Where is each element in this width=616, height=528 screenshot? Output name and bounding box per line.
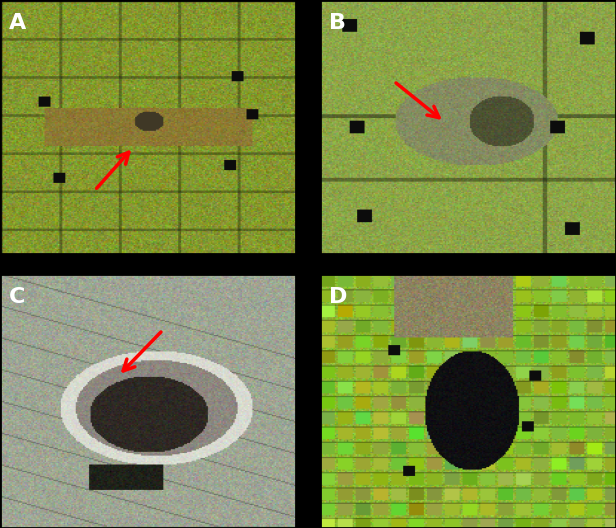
Text: C: C <box>9 287 25 307</box>
Text: B: B <box>329 13 346 33</box>
Text: A: A <box>9 13 26 33</box>
Text: D: D <box>329 287 347 307</box>
